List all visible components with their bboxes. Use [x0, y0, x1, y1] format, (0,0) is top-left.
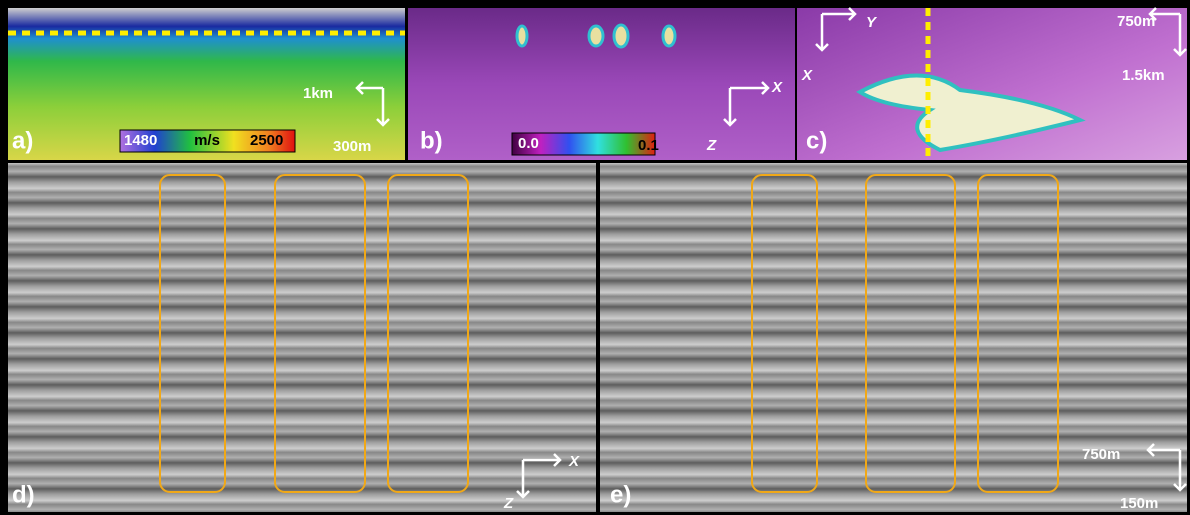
scale-vertical: 1.5km	[1122, 67, 1165, 84]
panel-label: e)	[610, 481, 631, 508]
colorbar-min: 0.0	[518, 135, 539, 152]
axis-x: X	[771, 79, 783, 96]
scale-vertical: 150m	[1120, 495, 1158, 512]
axis-x: X	[801, 67, 813, 84]
panel-label: c)	[806, 127, 827, 154]
axis-x: X	[568, 453, 580, 470]
scale-vertical: 300m	[333, 138, 371, 155]
panel-label: a)	[12, 127, 33, 154]
colorbar-max: 0.1	[638, 137, 659, 154]
panel-label: b)	[420, 127, 443, 154]
colorbar-min: 1480	[124, 132, 157, 149]
axis-z: Z	[503, 495, 514, 512]
scale-horizontal: 750m	[1117, 13, 1155, 30]
scale-horizontal: 750m	[1082, 446, 1120, 463]
figure: a) 1480 m/s 2500 1km 300m b) 0.0 0.1 X Z…	[0, 0, 1190, 515]
scale-horizontal: 1km	[303, 85, 333, 102]
axis-z: Z	[706, 137, 717, 154]
colorbar-max: 2500	[250, 132, 283, 149]
colorbar-unit: m/s	[194, 132, 220, 149]
panel-label: d)	[12, 481, 35, 508]
shade	[8, 163, 596, 512]
